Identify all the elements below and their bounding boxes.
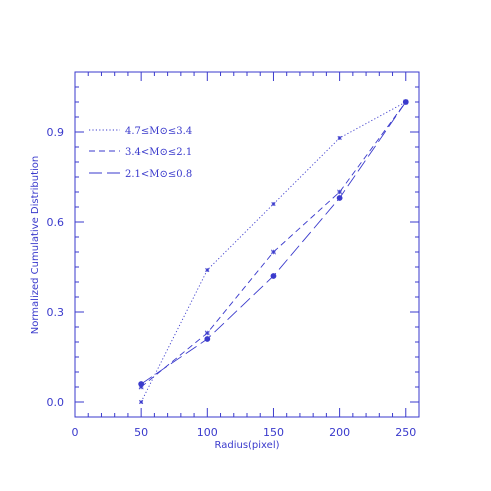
series-line <box>140 101 407 388</box>
x-axis-label: Radius(pixel) <box>215 440 280 451</box>
legend-item: 3.4<M⊙≤2.1 <box>89 147 192 158</box>
y-tick-label: 0.3 <box>47 306 65 319</box>
y-tick-label: 0.0 <box>47 396 65 409</box>
legend-label: 2.1<M⊙≤0.8 <box>125 169 192 180</box>
data-point <box>204 330 210 336</box>
series-line <box>140 101 407 385</box>
plot-frame <box>74 71 420 418</box>
legend-label: 4.7≤M⊙≤3.4 <box>125 126 192 137</box>
data-point <box>270 249 276 255</box>
data-point <box>270 273 277 279</box>
x-tick-label: 150 <box>263 426 284 439</box>
data-point <box>336 195 343 201</box>
x-tick-label: 50 <box>134 426 148 439</box>
legend-item: 2.1<M⊙≤0.8 <box>89 169 192 180</box>
data-point <box>205 267 210 273</box>
series-3 <box>138 99 409 387</box>
series-2 <box>138 99 409 390</box>
legend: 4.7≤M⊙≤3.4 3.4<M⊙≤2.1 2.1<M⊙≤0.8 <box>89 126 192 180</box>
y-axis-label: Normalized Cumulative Distribution <box>30 156 41 334</box>
legend-label: 3.4<M⊙≤2.1 <box>125 147 192 158</box>
data-point <box>271 201 276 207</box>
x-tick-label: 250 <box>395 426 416 439</box>
x-tick-label: 0 <box>72 426 79 439</box>
data-point <box>204 336 211 342</box>
data-point <box>138 381 145 387</box>
series-layer <box>138 99 409 405</box>
data-point <box>337 135 342 141</box>
x-tick-label: 100 <box>197 426 218 439</box>
data-point <box>139 399 144 405</box>
data-point <box>337 189 343 195</box>
data-point <box>402 99 409 105</box>
x-axis: 0 50 100 150 200 250 <box>72 72 420 439</box>
y-axis: 0.0 0.3 0.6 0.9 <box>47 86 419 418</box>
x-tick-label: 200 <box>329 426 350 439</box>
y-tick-label: 0.6 <box>47 216 65 229</box>
y-tick-label: 0.9 <box>47 126 65 139</box>
legend-item: 4.7≤M⊙≤3.4 <box>89 126 192 137</box>
